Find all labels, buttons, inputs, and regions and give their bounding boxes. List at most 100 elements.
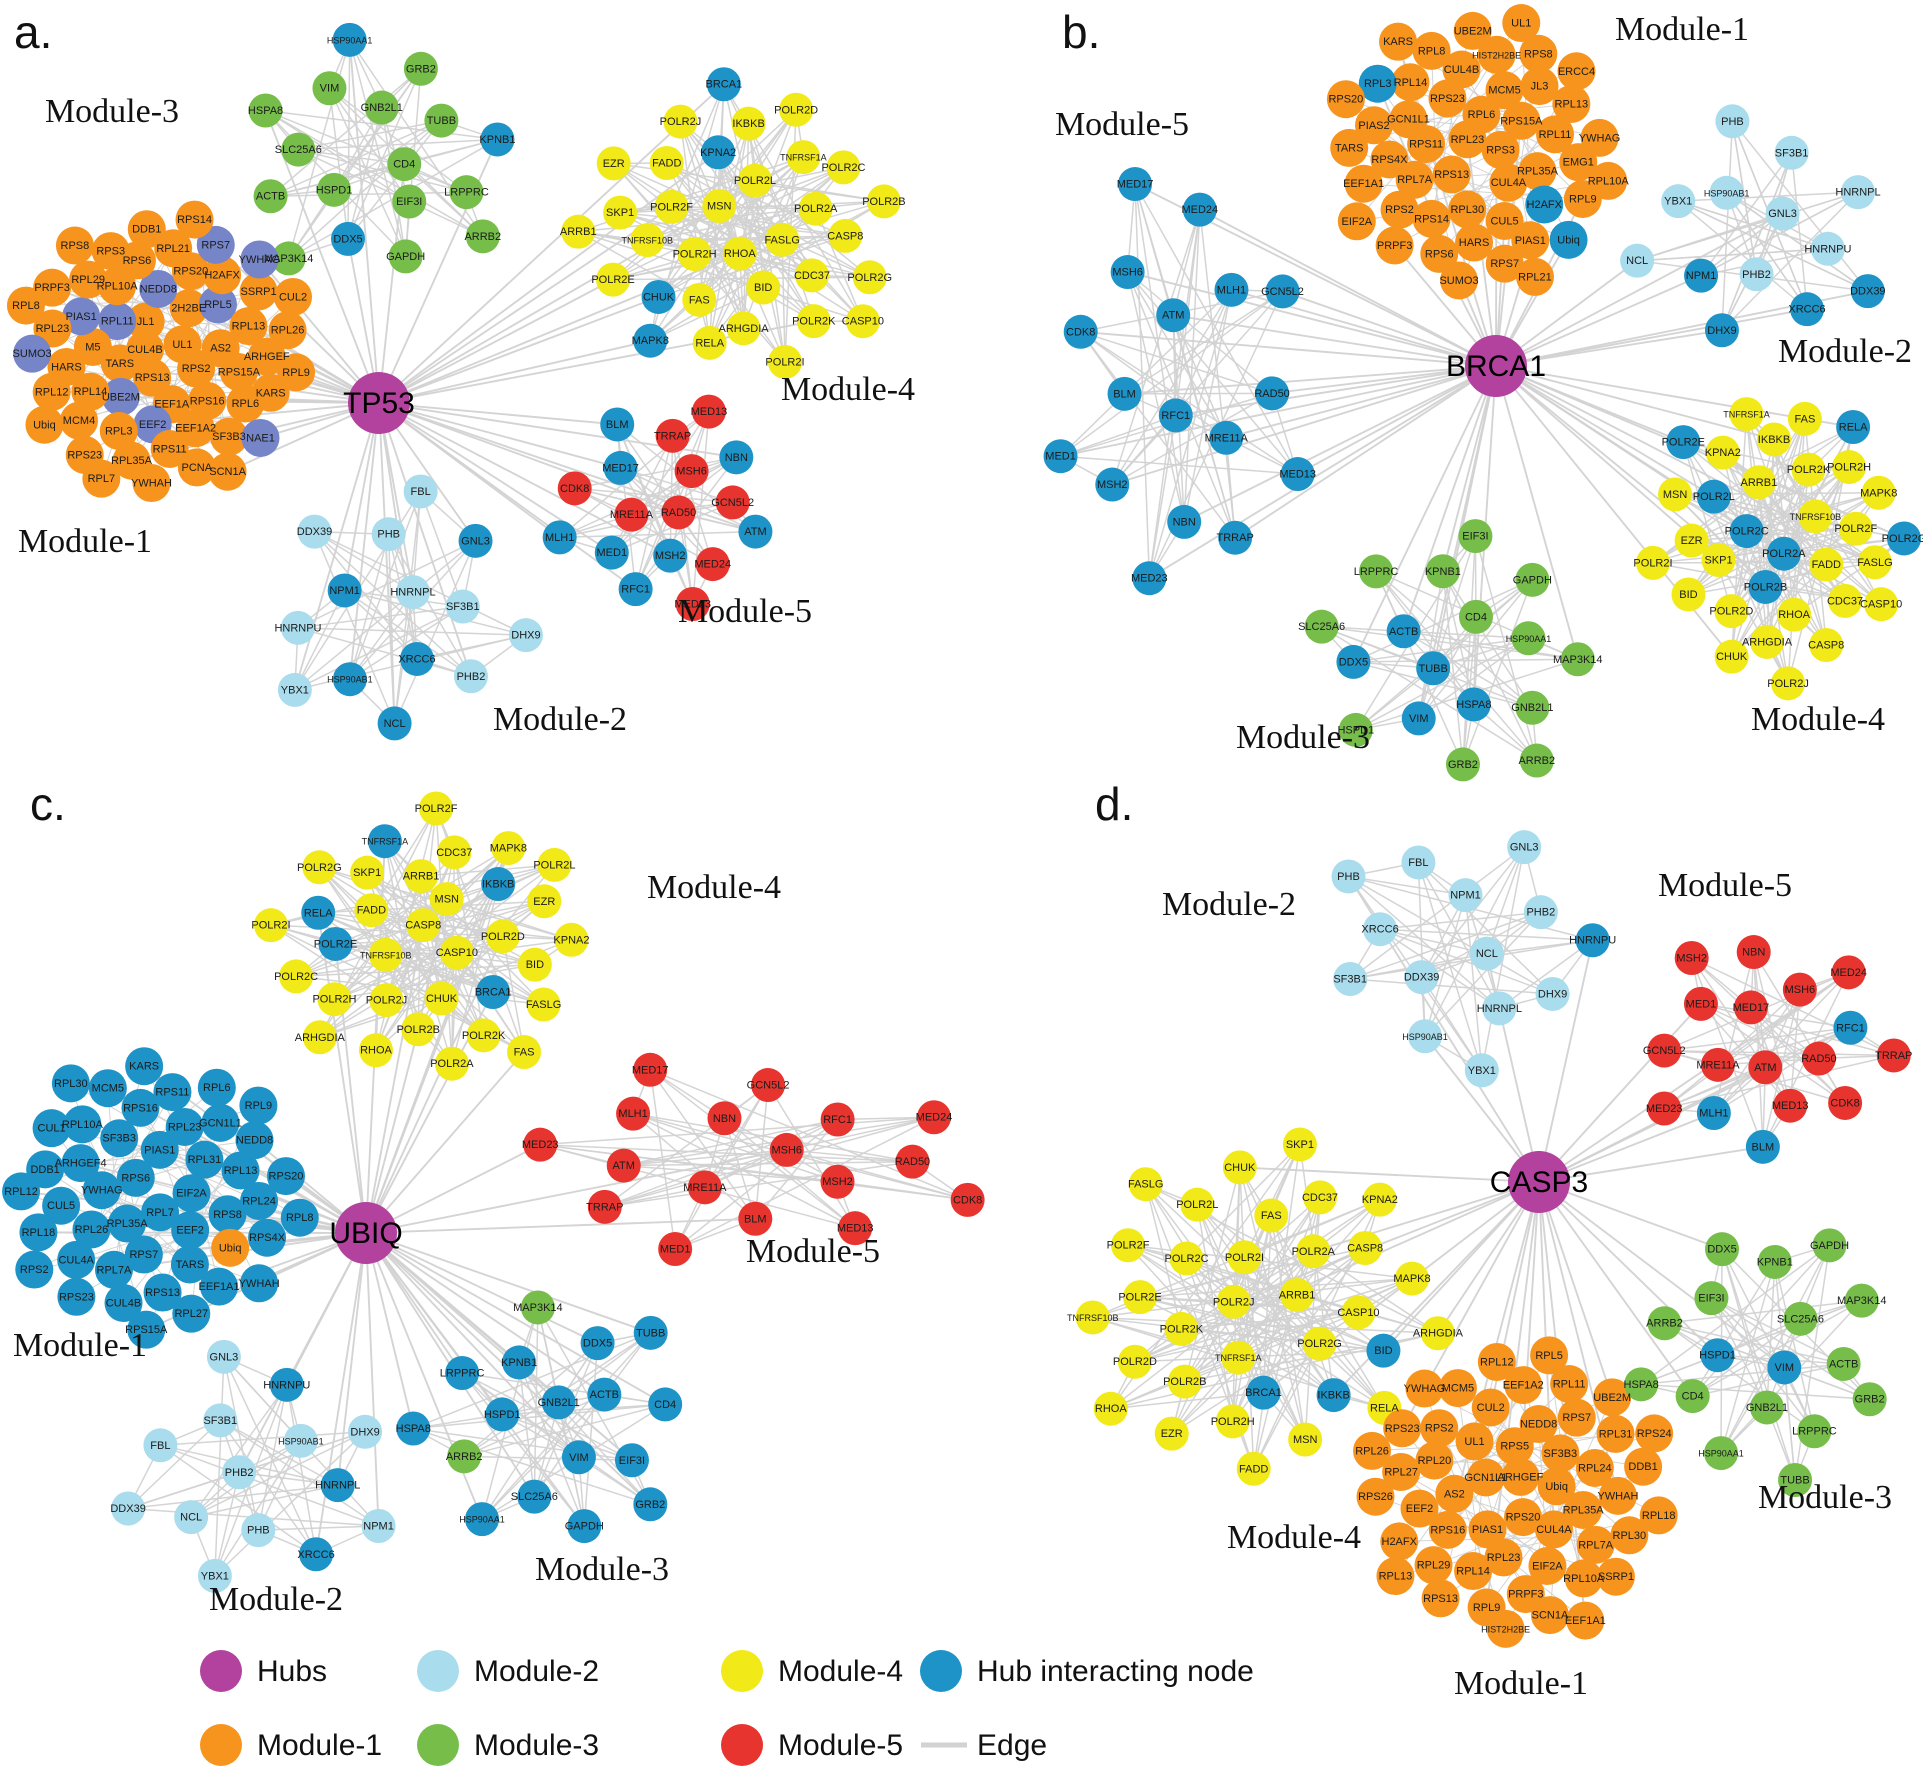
node-MED23 (1647, 1091, 1682, 1126)
node-RPS4X (1370, 140, 1409, 179)
node-POLR2L (537, 847, 572, 882)
node-DDX5 (1705, 1232, 1740, 1267)
module-name-label: Module-3 (535, 1551, 669, 1588)
legend-label: Module-3 (474, 1729, 599, 1762)
node-RPL12 (2, 1172, 41, 1211)
node-NBN (1167, 504, 1202, 539)
node-AS2 (1435, 1474, 1474, 1513)
node-PIAS1 (140, 1130, 179, 1169)
node-POLR2E (596, 262, 631, 297)
node-ARRB2 (1647, 1306, 1682, 1341)
node-CDK8 (1063, 314, 1098, 349)
edge (1637, 248, 1828, 262)
node-SSRP1 (239, 272, 278, 311)
edge (1731, 121, 1758, 275)
edge (1713, 989, 1801, 1114)
node-CDK8 (1828, 1085, 1863, 1120)
edge (1462, 579, 1534, 765)
node-RPS11 (150, 429, 189, 468)
edge (461, 1372, 633, 1461)
node-RAD50 (895, 1144, 930, 1179)
node-IKBKB (1757, 422, 1792, 457)
node-ARRB2 (1519, 743, 1554, 778)
node-POLR2L (1696, 479, 1731, 514)
hub-node-CASP3 (1508, 1151, 1570, 1213)
node-RPL10A (1564, 1559, 1603, 1598)
hub-edge (1538, 971, 1850, 1183)
node-RPL7A (1576, 1525, 1615, 1564)
node-SF3B3 (209, 417, 248, 456)
node-POLR2C (279, 959, 314, 994)
node-RPL9 (239, 1086, 278, 1125)
edge (223, 1356, 302, 1442)
hub-edge (1127, 271, 1497, 367)
node-POLR2J (1216, 1284, 1251, 1319)
node-FBL (143, 1428, 178, 1463)
edge (1148, 289, 1233, 579)
edge (420, 864, 555, 877)
node-BID (1671, 577, 1706, 612)
node-MSN (702, 188, 737, 223)
node-SLC25A6 (1783, 1301, 1818, 1336)
node-ARHGDIA (1420, 1316, 1455, 1351)
node-POLR2A (1296, 1234, 1331, 1269)
hub-edge (1297, 365, 1497, 475)
node-EIF2A (1337, 202, 1376, 241)
edge (1183, 209, 1201, 522)
node-FAS (1787, 401, 1822, 436)
edge (1486, 846, 1525, 954)
node-TNFRSF1A (1221, 1340, 1256, 1375)
node-MED13 (1280, 457, 1315, 492)
node-VIM (1767, 1350, 1802, 1385)
node-TARS (1330, 128, 1369, 167)
node-RPS3 (1481, 130, 1520, 169)
node-POLR2L (737, 163, 772, 198)
node-HSP90AB1 (1709, 175, 1744, 210)
node-POLR2D (1117, 1344, 1152, 1379)
node-RPS23 (1383, 1409, 1422, 1448)
edge (1092, 1316, 1438, 1334)
node-EEF2 (171, 1211, 210, 1250)
node-CUL4A (1534, 1510, 1573, 1549)
edge (611, 435, 674, 553)
node-DDX39 (1404, 960, 1439, 995)
node-DDX5 (580, 1326, 615, 1361)
node-GCN1L1 (201, 1103, 240, 1142)
edge (1825, 426, 1854, 565)
node-RPL11 (1550, 1364, 1589, 1403)
node-POLR2I (253, 908, 288, 943)
edge (1678, 191, 1859, 202)
edge (1692, 1363, 1844, 1397)
node-CDK8 (950, 1182, 985, 1217)
node-ACTB (1386, 614, 1421, 649)
edge (1691, 466, 1850, 542)
node-EIF3I (614, 1443, 649, 1478)
node-MAPK8 (1861, 475, 1896, 510)
edge (463, 1342, 599, 1457)
node-TNFRSF1A (367, 824, 402, 859)
node-RPS8 (55, 226, 94, 265)
node-POLR2B (866, 184, 901, 219)
node-MCM4 (60, 401, 99, 440)
node-PCNA (177, 448, 216, 487)
hub-node-BRCA1 (1465, 335, 1527, 397)
node-RHOA (722, 236, 757, 271)
edge (1486, 939, 1593, 955)
edge (754, 179, 885, 203)
node-MSH6 (769, 1132, 804, 1167)
edge (298, 148, 467, 193)
edge (461, 1372, 585, 1527)
node-RPL21 (1515, 257, 1554, 296)
node-RELA (1836, 410, 1871, 445)
node-RPL27 (1382, 1452, 1421, 1491)
node-RPS13 (133, 358, 172, 397)
node-CHUK (1222, 1150, 1257, 1185)
node-MSH2 (820, 1164, 855, 1199)
node-TUBB (1416, 651, 1451, 686)
edge (583, 1343, 599, 1527)
edge (540, 1143, 913, 1163)
node-VIM (312, 71, 347, 106)
edge (1134, 184, 1151, 579)
node-POLR2L (1180, 1187, 1215, 1222)
edge (754, 1119, 839, 1220)
